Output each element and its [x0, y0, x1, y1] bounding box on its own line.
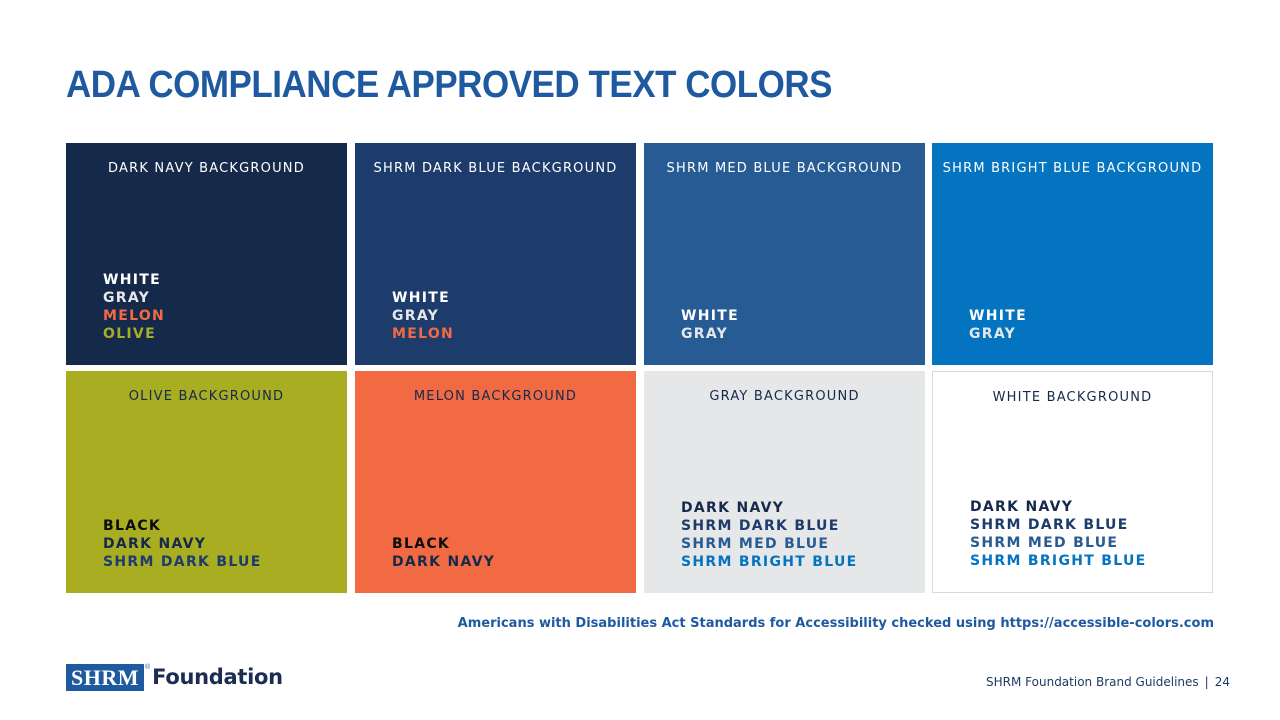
approved-text-color: SHRM DARK BLUE: [103, 554, 262, 570]
approved-text-color: DARK NAVY: [103, 536, 207, 552]
color-card: SHRM BRIGHT BLUE BACKGROUND WHITE GRAY: [932, 143, 1213, 365]
shrm-foundation-logo: SHRM ® Foundation: [66, 663, 283, 691]
approved-text-color: BLACK: [103, 518, 162, 534]
approved-text-color: SHRM DARK BLUE: [970, 517, 1129, 533]
card-background-label: SHRM DARK BLUE BACKGROUND: [373, 161, 618, 176]
card-background-label: OLIVE BACKGROUND: [128, 389, 285, 404]
approved-text-color: GRAY: [103, 290, 151, 306]
approved-text-color-list: WHITE GRAY MELON: [392, 289, 454, 343]
color-card: DARK NAVY BACKGROUND WHITE GRAY MELON OLIVE: [66, 143, 347, 365]
page-footer: SHRM Foundation Brand Guidelines | 24: [986, 675, 1230, 689]
logo-wordmark: Foundation: [152, 665, 283, 689]
approved-text-color: BLACK: [392, 536, 451, 552]
approved-text-color-list: BLACK DARK NAVY: [392, 535, 495, 571]
registered-mark: ®: [145, 664, 151, 671]
color-card-grid: DARK NAVY BACKGROUND WHITE GRAY MELON OLIVE S…: [66, 143, 1214, 593]
approved-text-color: GRAY: [681, 326, 729, 342]
approved-text-color: SHRM BRIGHT BLUE: [970, 553, 1147, 569]
footer-separator: |: [1204, 675, 1209, 689]
approved-text-color: GRAY: [969, 326, 1017, 342]
approved-text-color-list: DARK NAVY SHRM DARK BLUE SHRM MED BLUE SHRM…: [681, 499, 858, 571]
page-number: 24: [1214, 675, 1230, 689]
card-background-label: GRAY BACKGROUND: [709, 389, 860, 404]
approved-text-color-list: WHITE GRAY: [681, 307, 739, 343]
approved-text-color-list: BLACK DARK NAVY SHRM DARK BLUE: [103, 517, 262, 571]
approved-text-color: DARK NAVY: [970, 499, 1074, 515]
approved-text-color: WHITE: [392, 290, 450, 306]
approved-text-color: WHITE: [103, 272, 161, 288]
approved-text-color: MELON: [103, 308, 166, 324]
card-background-label: DARK NAVY BACKGROUND: [108, 161, 305, 176]
approved-text-color: WHITE: [681, 308, 739, 324]
card-background-label: SHRM MED BLUE BACKGROUND: [666, 161, 903, 176]
page-title: ADA COMPLIANCE APPROVED TEXT COLORS: [66, 64, 833, 106]
approved-text-color: WHITE: [969, 308, 1027, 324]
footer-text: SHRM Foundation Brand Guidelines: [986, 675, 1199, 689]
approved-text-color: SHRM BRIGHT BLUE: [681, 554, 858, 570]
card-background-label: SHRM BRIGHT BLUE BACKGROUND: [942, 161, 1203, 176]
card-background-label: WHITE BACKGROUND: [992, 390, 1153, 405]
color-card: WHITE BACKGROUND DARK NAVY SHRM DARK BLUE S…: [932, 371, 1213, 593]
approved-text-color: DARK NAVY: [681, 500, 785, 516]
approved-text-color: SHRM MED BLUE: [970, 535, 1119, 551]
color-card: SHRM DARK BLUE BACKGROUND WHITE GRAY MELON: [355, 143, 636, 365]
accessibility-footnote: Americans with Disabilities Act Standard…: [457, 616, 1214, 631]
shrm-logo-mark: SHRM: [66, 663, 144, 691]
approved-text-color: SHRM MED BLUE: [681, 536, 830, 552]
color-card: SHRM MED BLUE BACKGROUND WHITE GRAY: [644, 143, 925, 365]
card-background-label: MELON BACKGROUND: [413, 389, 578, 404]
approved-text-color-list: WHITE GRAY: [969, 307, 1027, 343]
approved-text-color-list: WHITE GRAY MELON OLIVE: [103, 271, 165, 343]
approved-text-color: DARK NAVY: [392, 554, 496, 570]
approved-text-color: SHRM DARK BLUE: [681, 518, 840, 534]
color-card: MELON BACKGROUND BLACK DARK NAVY: [355, 371, 636, 593]
approved-text-color: GRAY: [392, 308, 440, 324]
color-card: GRAY BACKGROUND DARK NAVY SHRM DARK BLUE SH…: [644, 371, 925, 593]
approved-text-color: MELON: [392, 326, 455, 342]
color-card: OLIVE BACKGROUND BLACK DARK NAVY SHRM DARK …: [66, 371, 347, 593]
approved-text-color: OLIVE: [103, 326, 156, 342]
approved-text-color-list: DARK NAVY SHRM DARK BLUE SHRM MED BLUE SHRM…: [970, 498, 1147, 570]
